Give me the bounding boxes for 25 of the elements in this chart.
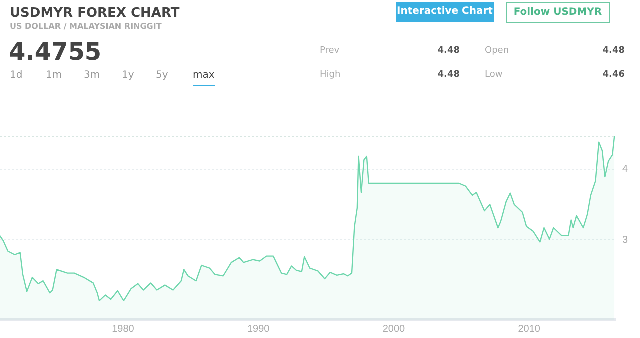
text: Low (485, 70, 503, 80)
text: 4.48 (436, 70, 460, 80)
text: 4.4755 (9, 38, 102, 66)
text: Follow USDMYR (506, 2, 610, 23)
text: Open (485, 46, 510, 56)
text: Interactive Chart (396, 2, 494, 22)
chart-title: USDMYR FOREX CHART (10, 6, 180, 21)
text: 4.48 (602, 46, 625, 56)
x-tick-label: 1990 (247, 324, 270, 335)
text: 5y (156, 70, 168, 81)
text: High (320, 70, 341, 80)
x-tick-label: 1980 (112, 324, 135, 335)
y-tick-label: 4 (622, 164, 628, 176)
text: 1y (122, 70, 134, 81)
text: Prev (320, 46, 340, 56)
text: 1d (10, 70, 23, 81)
text: 4.48 (436, 46, 460, 56)
text: max (193, 70, 215, 86)
chart-subtitle: US DOLLAR / MALAYSIAN RINGGIT (10, 22, 162, 31)
y-tick-label: 3 (622, 234, 628, 246)
text: 1m (46, 70, 62, 81)
text: 3m (84, 70, 100, 81)
x-tick-label: 2010 (518, 324, 541, 335)
x-tick-label: 2000 (382, 324, 406, 335)
text: 4.46 (602, 70, 625, 80)
